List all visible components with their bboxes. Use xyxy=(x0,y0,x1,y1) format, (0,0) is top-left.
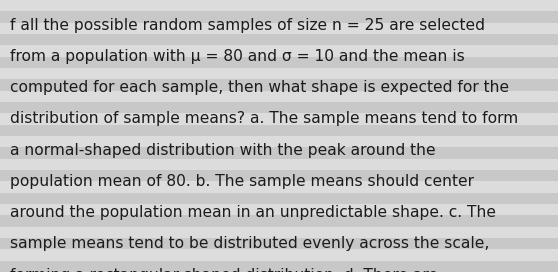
Bar xyxy=(0,79,558,91)
Bar xyxy=(0,238,558,249)
Text: computed for each sample, then what shape is expected for the: computed for each sample, then what shap… xyxy=(10,80,509,95)
Bar xyxy=(0,11,558,23)
Text: forming a rectangular-shaped distribution. d. There are: forming a rectangular-shaped distributio… xyxy=(10,268,438,272)
Bar xyxy=(0,261,558,272)
Bar xyxy=(0,34,558,45)
Bar xyxy=(0,193,558,204)
Text: population mean of 80. b. The sample means should center: population mean of 80. b. The sample mea… xyxy=(10,174,474,189)
Bar xyxy=(0,147,558,159)
Bar xyxy=(0,102,558,113)
Text: f all the possible random samples of size n = 25 are selected: f all the possible random samples of siz… xyxy=(10,18,485,33)
Text: around the population mean in an unpredictable shape. c. The: around the population mean in an unpredi… xyxy=(10,205,496,220)
Text: from a population with μ = 80 and σ = 10 and the mean is: from a population with μ = 80 and σ = 10… xyxy=(10,49,465,64)
Text: a normal-shaped distribution with the peak around the: a normal-shaped distribution with the pe… xyxy=(10,143,436,158)
Bar xyxy=(0,57,558,68)
Text: sample means tend to be distributed evenly across the scale,: sample means tend to be distributed even… xyxy=(10,236,489,251)
Bar xyxy=(0,215,558,227)
Bar xyxy=(0,170,558,181)
Bar xyxy=(0,125,558,136)
Text: distribution of sample means? a. The sample means tend to form: distribution of sample means? a. The sam… xyxy=(10,112,518,126)
